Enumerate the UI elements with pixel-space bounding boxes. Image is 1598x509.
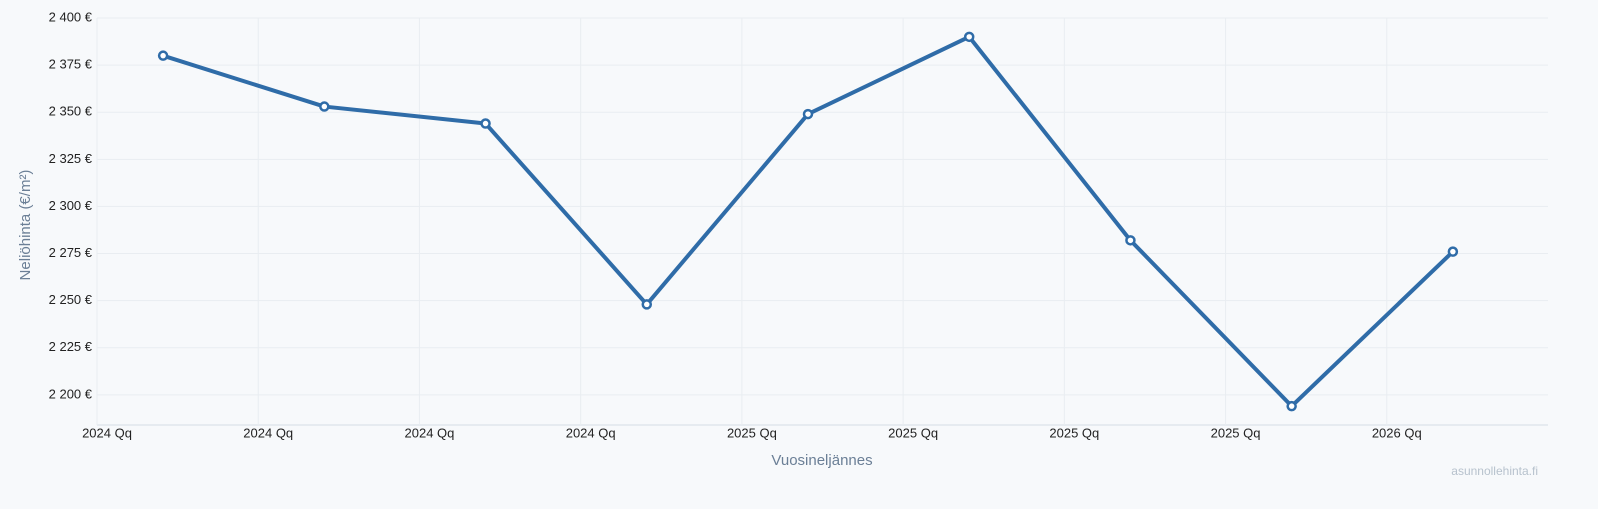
y-tick-label: 2 400 € xyxy=(49,9,93,24)
y-tick-label: 2 275 € xyxy=(49,245,93,260)
y-tick-label: 2 225 € xyxy=(49,339,93,354)
x-tick-label: 2024 Qq xyxy=(82,425,132,440)
x-tick-label: 2024 Qq xyxy=(405,425,455,440)
point xyxy=(480,118,491,129)
x-tick-label: 2025 Qq xyxy=(727,425,777,440)
y-tick-label: 2 250 € xyxy=(49,292,93,307)
x-tick-label: 2025 Qq xyxy=(888,425,938,440)
y-tick-label: 2 200 € xyxy=(49,386,93,401)
x-axis-title: Vuosineljännes xyxy=(771,452,872,469)
line xyxy=(162,34,1455,409)
x-tick-label: 2024 Qq xyxy=(243,425,293,440)
point xyxy=(963,31,975,43)
y-axis-title: Neliöhinta (€/m²) xyxy=(17,170,34,281)
y-tick-label: 2 325 € xyxy=(49,151,93,166)
y-tick-label: 2 300 € xyxy=(49,198,93,213)
point xyxy=(802,108,814,120)
watermark: asunnollehinta.fi xyxy=(1451,464,1538,478)
x-tick-label: 2025 Qq xyxy=(1211,425,1261,440)
y-tick-label: 2 350 € xyxy=(49,104,93,119)
y-tick-label: 2 375 € xyxy=(49,57,93,72)
point xyxy=(157,50,169,61)
x-tick-label: 2024 Qq xyxy=(566,425,616,440)
x-tick-label: 2026 Qq xyxy=(1372,425,1422,440)
point xyxy=(1286,400,1297,412)
point xyxy=(641,299,653,310)
point xyxy=(1447,246,1459,257)
point xyxy=(1125,235,1136,246)
point xyxy=(319,101,330,112)
x-tick-label: 2025 Qq xyxy=(1049,425,1099,440)
